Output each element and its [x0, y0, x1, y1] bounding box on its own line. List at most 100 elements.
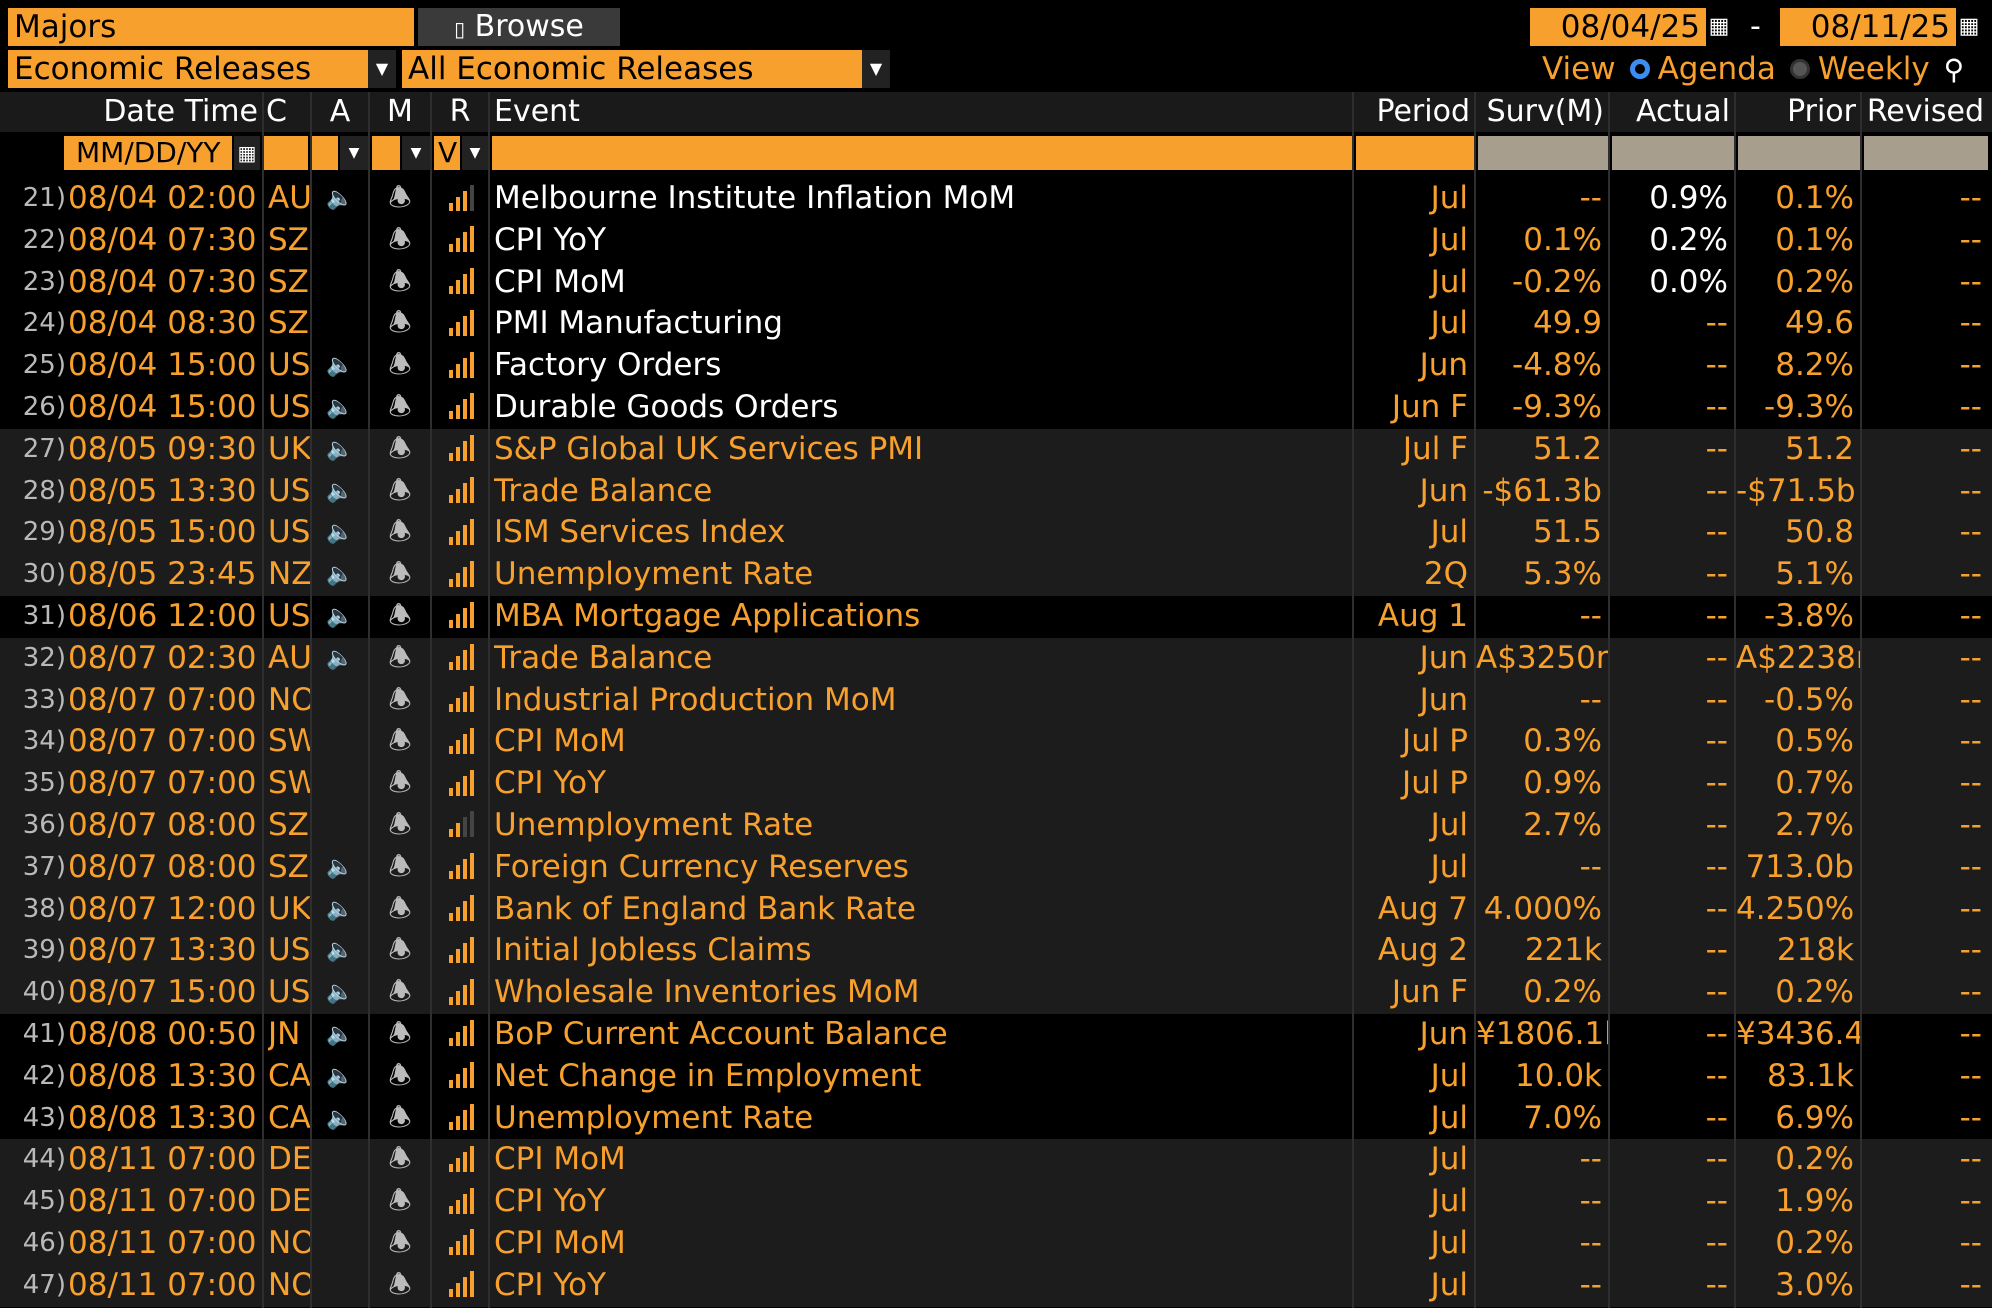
bell-icon[interactable]: 🕭: [388, 517, 412, 548]
bell-icon[interactable]: 🕭: [388, 475, 412, 506]
bell-icon[interactable]: 🕭: [388, 1186, 412, 1217]
chevron-down-icon[interactable]: ▼: [340, 136, 368, 170]
table-row[interactable]: 21) 08/04 02:00 AU 🔈 🕭 Melbourne Institute In…: [0, 178, 1992, 220]
speaker-icon[interactable]: 🔈: [326, 353, 354, 379]
calendar-icon[interactable]: ▦: [234, 136, 260, 170]
empty-alert-cell[interactable]: [312, 721, 368, 763]
survey-filter-input[interactable]: [1478, 136, 1608, 170]
bell-icon[interactable]: 🕭: [388, 684, 412, 715]
start-date-field[interactable]: 08/04/25: [1530, 8, 1706, 46]
row-event[interactable]: Wholesale Inventories MoM: [494, 974, 920, 1011]
row-event[interactable]: Factory Orders: [494, 347, 722, 384]
row-event[interactable]: Net Change in Employment: [494, 1057, 922, 1094]
table-row[interactable]: 25) 08/04 15:00 US 🔈 🕭 Factory Orders Jun -4.8%…: [0, 345, 1992, 387]
row-event[interactable]: Initial Jobless Claims: [494, 932, 812, 969]
col-alert[interactable]: A: [329, 94, 351, 129]
table-row[interactable]: 30) 08/05 23:45 NZ 🔈 🕭 Unemployment Rate 2Q 5.3…: [0, 554, 1992, 596]
col-datetime[interactable]: Date Time: [103, 94, 258, 129]
bell-icon[interactable]: 🕭: [388, 433, 412, 464]
bell-icon[interactable]: 🕭: [388, 600, 412, 631]
calendar-icon[interactable]: ▦: [1956, 8, 1982, 46]
bell-icon[interactable]: 🕭: [388, 726, 412, 757]
table-row[interactable]: 37) 08/07 08:00 SZ 🔈 🕭 Foreign Currency Reser…: [0, 846, 1992, 889]
row-event[interactable]: CPI MoM: [494, 263, 626, 300]
release-filter-select[interactable]: All Economic Releases: [402, 50, 862, 88]
speaker-icon[interactable]: 🔈: [326, 520, 354, 546]
speaker-icon[interactable]: 🔈: [326, 645, 354, 671]
row-event[interactable]: MBA Mortgage Applications: [494, 597, 921, 634]
table-row[interactable]: 27) 08/05 09:30 UK 🔈 🕭 S&P Global UK Services…: [0, 428, 1992, 471]
row-event[interactable]: Durable Goods Orders: [494, 388, 839, 425]
chevron-down-icon[interactable]: ▼: [368, 50, 396, 88]
bell-icon[interactable]: 🕭: [388, 350, 412, 381]
speaker-icon[interactable]: 🔈: [326, 603, 354, 629]
empty-alert-cell[interactable]: [312, 1223, 368, 1265]
person-search-icon[interactable]: ⚲: [1943, 53, 1965, 86]
speaker-icon[interactable]: 🔈: [326, 562, 354, 588]
empty-alert-cell[interactable]: [312, 262, 368, 304]
bell-icon[interactable]: 🕭: [388, 1269, 412, 1300]
col-relevance[interactable]: R: [449, 94, 471, 129]
event-filter-input[interactable]: [492, 136, 1352, 170]
chevron-down-icon[interactable]: ▼: [862, 50, 890, 88]
speaker-icon[interactable]: 🔈: [326, 896, 354, 922]
bell-icon[interactable]: 🕭: [388, 1144, 412, 1175]
speaker-icon[interactable]: 🔈: [326, 1105, 354, 1131]
col-period[interactable]: Period: [1376, 94, 1470, 129]
row-event[interactable]: Unemployment Rate: [494, 1099, 814, 1136]
row-event[interactable]: Industrial Production MoM: [494, 681, 897, 718]
table-row[interactable]: 44) 08/11 07:00 DE 🕭 CPI MoM Jul -- -- 0.2% --: [0, 1139, 1992, 1182]
row-event[interactable]: PMI Manufacturing: [494, 305, 783, 342]
actual-filter-input[interactable]: [1612, 136, 1734, 170]
browse-button[interactable]: ▯ Browse: [418, 8, 620, 46]
col-actual[interactable]: Actual: [1636, 94, 1730, 129]
empty-alert-cell[interactable]: [312, 1181, 368, 1223]
bell-icon[interactable]: 🕭: [388, 851, 412, 882]
weekly-label[interactable]: Weekly: [1817, 51, 1930, 87]
bell-icon[interactable]: 🕭: [388, 1018, 412, 1049]
speaker-icon[interactable]: 🔈: [326, 478, 354, 504]
row-event[interactable]: Bank of England Bank Rate: [494, 890, 916, 927]
bell-icon[interactable]: 🕭: [388, 224, 412, 255]
speaker-icon[interactable]: 🔈: [326, 938, 354, 964]
bell-icon[interactable]: 🕭: [388, 768, 412, 799]
row-event[interactable]: CPI MoM: [494, 723, 626, 760]
table-row[interactable]: 32) 08/07 02:30 AU 🔈 🕭 Trade Balance Jun A$3250…: [0, 637, 1992, 680]
alert-filter-input[interactable]: [312, 136, 338, 170]
end-date-field[interactable]: 08/11/25: [1780, 8, 1956, 46]
row-event[interactable]: CPI YoY: [494, 1266, 607, 1303]
table-row[interactable]: 40) 08/07 15:00 US 🔈 🕭 Wholesale Inventories …: [0, 972, 1992, 1014]
empty-alert-cell[interactable]: [312, 680, 368, 722]
date-filter-input[interactable]: MM/DD/YY: [64, 136, 232, 170]
table-row[interactable]: 39) 08/07 13:30 US 🔈 🕭 Initial Jobless Claims…: [0, 930, 1992, 973]
col-event[interactable]: Event: [494, 94, 580, 129]
row-event[interactable]: Unemployment Rate: [494, 806, 814, 843]
table-row[interactable]: 35) 08/07 07:00 SW 🕭 CPI YoY Jul P 0.9% -- 0.7% -…: [0, 763, 1992, 805]
col-revised[interactable]: Revised: [1866, 94, 1984, 129]
row-event[interactable]: Unemployment Rate: [494, 556, 814, 593]
revised-filter-input[interactable]: [1864, 136, 1988, 170]
chevron-down-icon[interactable]: ▼: [462, 136, 488, 170]
col-memo[interactable]: M: [387, 94, 413, 129]
bell-icon[interactable]: 🕭: [388, 935, 412, 966]
col-prior[interactable]: Prior: [1787, 94, 1856, 129]
row-event[interactable]: S&P Global UK Services PMI: [494, 430, 924, 467]
table-row[interactable]: 42) 08/08 13:30 CA 🔈 🕭 Net Change in Employme…: [0, 1055, 1992, 1098]
speaker-icon[interactable]: 🔈: [326, 186, 354, 211]
table-row[interactable]: 23) 08/04 07:30 SZ 🕭 CPI MoM Jul -0.2% 0.0% 0.2%…: [0, 261, 1992, 304]
table-row[interactable]: 34) 08/07 07:00 SW 🕭 CPI MoM Jul P 0.3% -- 0.5% -…: [0, 721, 1992, 764]
calendar-icon[interactable]: ▦: [1706, 8, 1732, 46]
table-row[interactable]: 22) 08/04 07:30 SZ 🕭 CPI YoY Jul 0.1% 0.2% 0.1% -…: [0, 219, 1992, 262]
table-row[interactable]: 33) 08/07 07:00 NO 🕭 Industrial Production M…: [0, 679, 1992, 722]
col-survey[interactable]: Surv(M): [1486, 94, 1604, 129]
list-name-field[interactable]: Majors: [8, 8, 414, 46]
speaker-icon[interactable]: 🔈: [326, 1063, 354, 1089]
table-row[interactable]: 41) 08/08 00:50 JN 🔈 🕭 BoP Current Account Ba…: [0, 1013, 1992, 1056]
speaker-icon[interactable]: 🔈: [326, 980, 354, 1006]
table-row[interactable]: 29) 08/05 15:00 US 🔈 🕭 ISM Services Index Jul 5…: [0, 512, 1992, 555]
row-event[interactable]: BoP Current Account Balance: [494, 1015, 948, 1052]
row-event[interactable]: Melbourne Institute Inflation MoM: [494, 180, 1016, 216]
bell-icon[interactable]: 🕭: [388, 183, 412, 213]
speaker-icon[interactable]: 🔈: [326, 854, 354, 880]
empty-alert-cell[interactable]: [312, 1265, 368, 1307]
